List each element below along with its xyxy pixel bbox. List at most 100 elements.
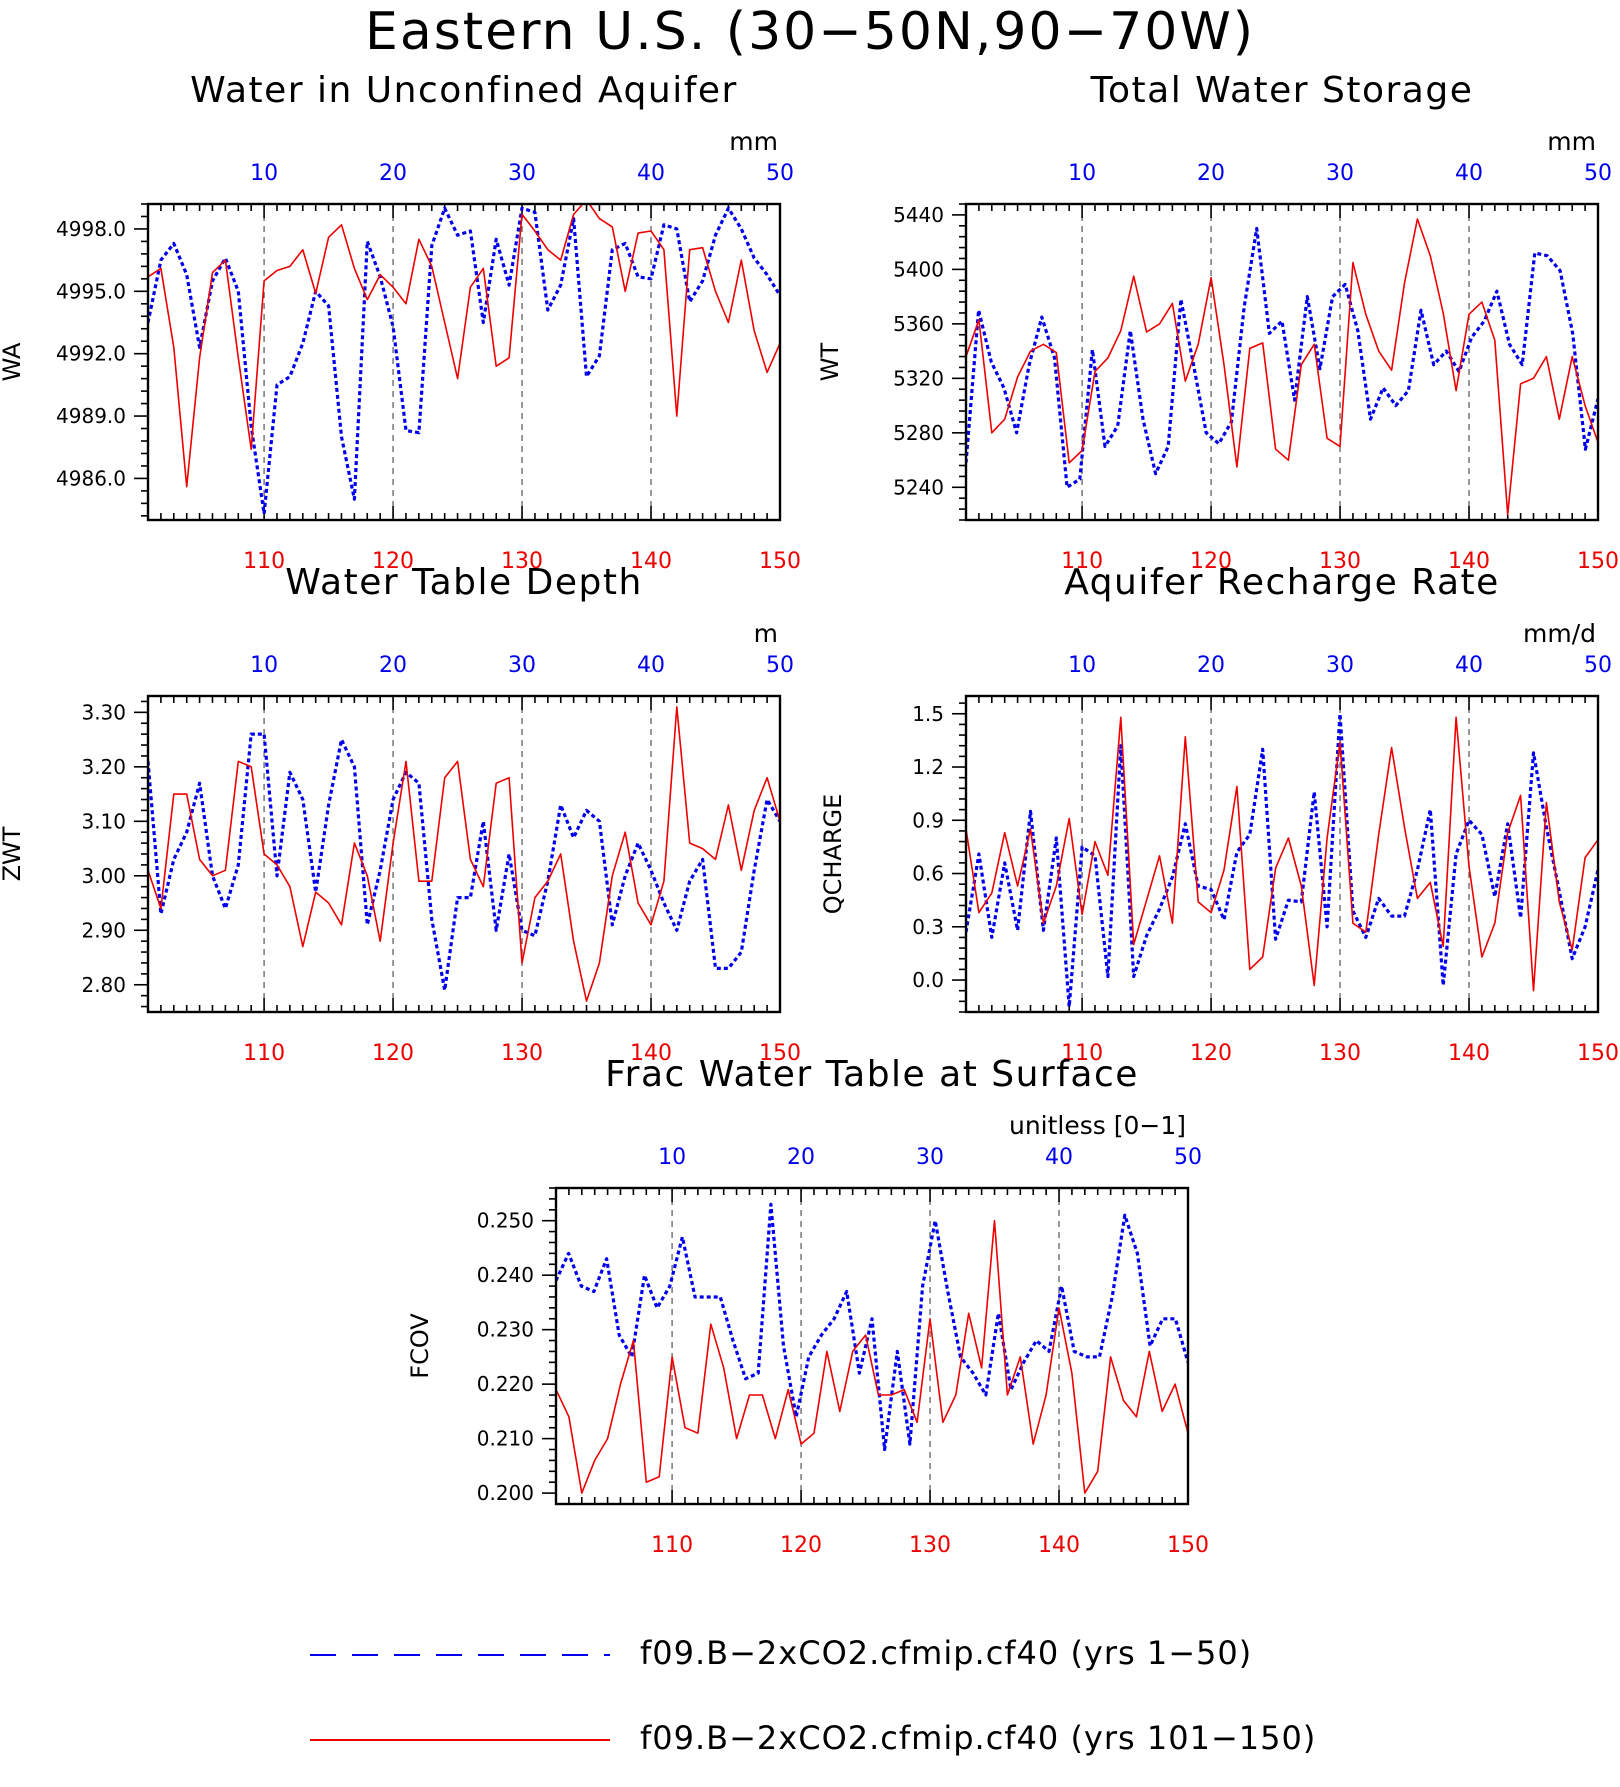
y-tick-label: 3.30 bbox=[81, 700, 126, 724]
x-tick-label-bottom: 150 bbox=[759, 549, 801, 574]
y-tick-label: 3.10 bbox=[81, 809, 126, 833]
y-tick-label: 0.230 bbox=[477, 1318, 534, 1342]
plot-frame bbox=[148, 696, 780, 1012]
plot-frame bbox=[148, 204, 780, 520]
units-label: mm bbox=[1547, 127, 1596, 156]
legend-label-series-b: f09.B−2xCO2.cfmip.cf40 (yrs 101−150) bbox=[640, 1719, 1316, 1757]
x-tick-label-top: 30 bbox=[916, 1145, 944, 1170]
units-label: unitless [0−1] bbox=[1009, 1111, 1186, 1140]
x-tick-label-top: 10 bbox=[250, 161, 278, 186]
panel-water-in-unconfined-aquifer: Water in Unconfined Aquifer mm 4986.0 4989.… bbox=[0, 70, 801, 574]
y-tick-label: 3.20 bbox=[81, 755, 126, 779]
x-tick-label-bottom: 120 bbox=[780, 1533, 822, 1558]
series-line-yrs-1-50 bbox=[556, 1204, 1188, 1449]
y-tick-label: 4992.0 bbox=[56, 342, 126, 366]
y-tick-label: 0.210 bbox=[477, 1427, 534, 1451]
x-tick-label-bottom: 120 bbox=[1190, 1041, 1232, 1066]
y-tick-label: 0.6 bbox=[912, 862, 944, 886]
y-tick-label: 0.200 bbox=[477, 1481, 534, 1505]
y-tick-label: 5400 bbox=[893, 257, 944, 281]
x-tick-label-top: 50 bbox=[766, 653, 794, 678]
x-tick-label-bottom: 130 bbox=[501, 1041, 543, 1066]
x-tick-label-top: 40 bbox=[1455, 161, 1483, 186]
x-tick-label-bottom: 120 bbox=[372, 1041, 414, 1066]
x-tick-label-top: 40 bbox=[1045, 1145, 1073, 1170]
x-tick-label-bottom: 140 bbox=[1038, 1533, 1080, 1558]
x-tick-label-bottom: 150 bbox=[1577, 1041, 1619, 1066]
panel-title: Frac Water Table at Surface bbox=[605, 1054, 1139, 1095]
x-tick-label-bottom: 110 bbox=[651, 1533, 693, 1558]
x-tick-label-top: 50 bbox=[766, 161, 794, 186]
x-tick-label-top: 50 bbox=[1174, 1145, 1202, 1170]
y-tick-label: 5280 bbox=[893, 421, 944, 445]
y-tick-label: 1.5 bbox=[912, 702, 944, 726]
y-tick-label: 0.250 bbox=[477, 1209, 534, 1233]
series-line-yrs-101-150 bbox=[966, 717, 1598, 990]
x-tick-label-top: 40 bbox=[1455, 653, 1483, 678]
x-tick-label-top: 20 bbox=[787, 1145, 815, 1170]
panel-title: Total Water Storage bbox=[1090, 70, 1474, 111]
panel-total-water-storage: Total Water Storagemm5240528053205360540… bbox=[816, 70, 1619, 574]
legend-swatch-solid bbox=[300, 1715, 620, 1765]
series-line-yrs-101-150 bbox=[148, 707, 780, 1001]
x-tick-label-bottom: 150 bbox=[1167, 1533, 1209, 1558]
y-tick-label: 0.9 bbox=[912, 808, 944, 832]
x-tick-label-bottom: 140 bbox=[1448, 1041, 1490, 1066]
x-tick-label-top: 20 bbox=[1197, 161, 1225, 186]
x-tick-label-top: 10 bbox=[1068, 161, 1096, 186]
y-tick-label: 4989.0 bbox=[56, 404, 126, 428]
y-tick-label: 2.90 bbox=[81, 918, 126, 942]
panel-aquifer-recharge-rate: Aquifer Recharge Rate mm/d 0.0 0.3 0.6 0.9 1.2… bbox=[819, 562, 1619, 1066]
legend-label-series-a: f09.B−2xCO2.cfmip.cf40 (yrs 1−50) bbox=[640, 1634, 1252, 1672]
y-axis-label: WT bbox=[816, 342, 844, 381]
x-tick-label-top: 30 bbox=[508, 161, 536, 186]
y-tick-label: 0.3 bbox=[912, 915, 944, 939]
y-tick-label: 4986.0 bbox=[56, 466, 126, 490]
units-label: mm bbox=[729, 127, 778, 156]
x-tick-label-top: 30 bbox=[508, 653, 536, 678]
x-tick-label-top: 20 bbox=[379, 653, 407, 678]
x-tick-label-top: 30 bbox=[1326, 653, 1354, 678]
y-tick-label: 4995.0 bbox=[56, 279, 126, 303]
x-tick-label-bottom: 130 bbox=[909, 1533, 951, 1558]
units-label: m bbox=[754, 619, 778, 648]
x-tick-label-top: 20 bbox=[1197, 653, 1225, 678]
x-tick-label-top: 30 bbox=[1326, 161, 1354, 186]
x-tick-label-bottom: 150 bbox=[1577, 549, 1619, 574]
x-tick-label-bottom: 130 bbox=[1319, 1041, 1361, 1066]
series-line-yrs-1-50 bbox=[148, 734, 780, 990]
x-tick-label-bottom: 110 bbox=[243, 1041, 285, 1066]
units-label: mm/d bbox=[1523, 619, 1596, 648]
y-tick-label: 1.2 bbox=[912, 755, 944, 779]
legend: f09.B−2xCO2.cfmip.cf40 (yrs 1−50) f09.B−… bbox=[300, 1610, 1400, 1780]
y-tick-label: 5240 bbox=[893, 475, 944, 499]
y-tick-label: 4998.0 bbox=[56, 217, 126, 241]
series-line-yrs-101-150 bbox=[966, 219, 1598, 515]
x-tick-label-top: 40 bbox=[637, 653, 665, 678]
legend-item-series-b: f09.B−2xCO2.cfmip.cf40 (yrs 101−150) bbox=[300, 1715, 1400, 1775]
x-tick-label-top: 40 bbox=[637, 161, 665, 186]
x-tick-label-top: 10 bbox=[658, 1145, 686, 1170]
plot-frame bbox=[966, 204, 1598, 520]
y-axis-label: FCOV bbox=[406, 1313, 434, 1379]
y-tick-label: 0.0 bbox=[912, 968, 944, 992]
legend-swatch-dashed bbox=[300, 1630, 620, 1680]
y-axis-label: WA bbox=[0, 342, 26, 381]
legend-item-series-a: f09.B−2xCO2.cfmip.cf40 (yrs 1−50) bbox=[300, 1630, 1400, 1690]
x-tick-label-top: 10 bbox=[250, 653, 278, 678]
series-line-yrs-1-50 bbox=[148, 208, 780, 514]
plot-frame bbox=[556, 1188, 1188, 1504]
y-tick-label: 5360 bbox=[893, 312, 944, 336]
x-tick-label-top: 50 bbox=[1584, 653, 1612, 678]
y-tick-label: 0.220 bbox=[477, 1372, 534, 1396]
panel-frac-water-table-at-surface: Frac Water Table at Surface unitless [0−1… bbox=[406, 1054, 1209, 1558]
panel-title: Water Table Depth bbox=[285, 562, 643, 603]
panel-title: Water in Unconfined Aquifer bbox=[190, 70, 738, 111]
x-tick-label-top: 50 bbox=[1584, 161, 1612, 186]
y-axis-label: QCHARGE bbox=[819, 794, 847, 915]
x-tick-label-top: 10 bbox=[1068, 653, 1096, 678]
x-tick-label-top: 20 bbox=[379, 161, 407, 186]
panel-water-table-depth: Water Table Depthm2.802.903.003.103.203.… bbox=[0, 562, 801, 1066]
y-tick-label: 2.80 bbox=[81, 973, 126, 997]
x-tick-label-bottom: 110 bbox=[243, 549, 285, 574]
